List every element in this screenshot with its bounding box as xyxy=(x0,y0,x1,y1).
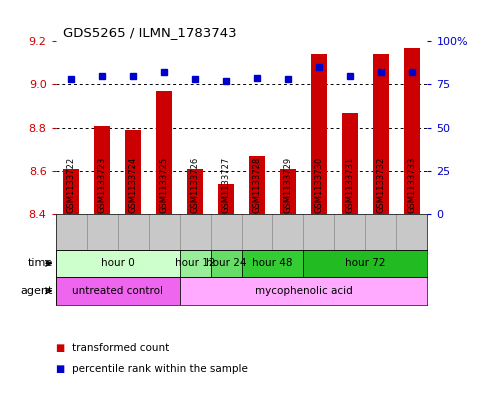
Text: agent: agent xyxy=(21,286,53,296)
Text: hour 72: hour 72 xyxy=(345,258,386,268)
Text: untreated control: untreated control xyxy=(72,286,163,296)
Text: ■: ■ xyxy=(56,343,65,353)
Bar xyxy=(211,250,242,277)
Bar xyxy=(156,91,172,214)
Text: hour 48: hour 48 xyxy=(252,258,293,268)
Text: time: time xyxy=(28,258,53,268)
Bar xyxy=(56,250,180,277)
Bar xyxy=(187,169,203,214)
Bar xyxy=(94,125,110,214)
Bar xyxy=(56,277,180,305)
Bar xyxy=(242,250,303,277)
Bar xyxy=(180,250,211,277)
Bar xyxy=(280,169,296,214)
Bar xyxy=(218,184,234,214)
Text: transformed count: transformed count xyxy=(72,343,170,353)
Bar xyxy=(63,169,79,214)
Bar xyxy=(404,48,420,214)
Text: hour 12: hour 12 xyxy=(175,258,215,268)
Text: percentile rank within the sample: percentile rank within the sample xyxy=(72,364,248,375)
Bar xyxy=(342,113,358,214)
Text: GDS5265 / ILMN_1783743: GDS5265 / ILMN_1783743 xyxy=(63,26,237,39)
Text: mycophenolic acid: mycophenolic acid xyxy=(255,286,353,296)
Bar xyxy=(180,277,427,305)
Text: hour 24: hour 24 xyxy=(206,258,246,268)
Bar xyxy=(311,54,327,214)
Bar xyxy=(373,54,389,214)
Text: ■: ■ xyxy=(56,364,65,375)
Bar xyxy=(249,156,265,214)
Text: hour 0: hour 0 xyxy=(100,258,134,268)
Bar xyxy=(303,250,427,277)
Bar xyxy=(125,130,141,214)
